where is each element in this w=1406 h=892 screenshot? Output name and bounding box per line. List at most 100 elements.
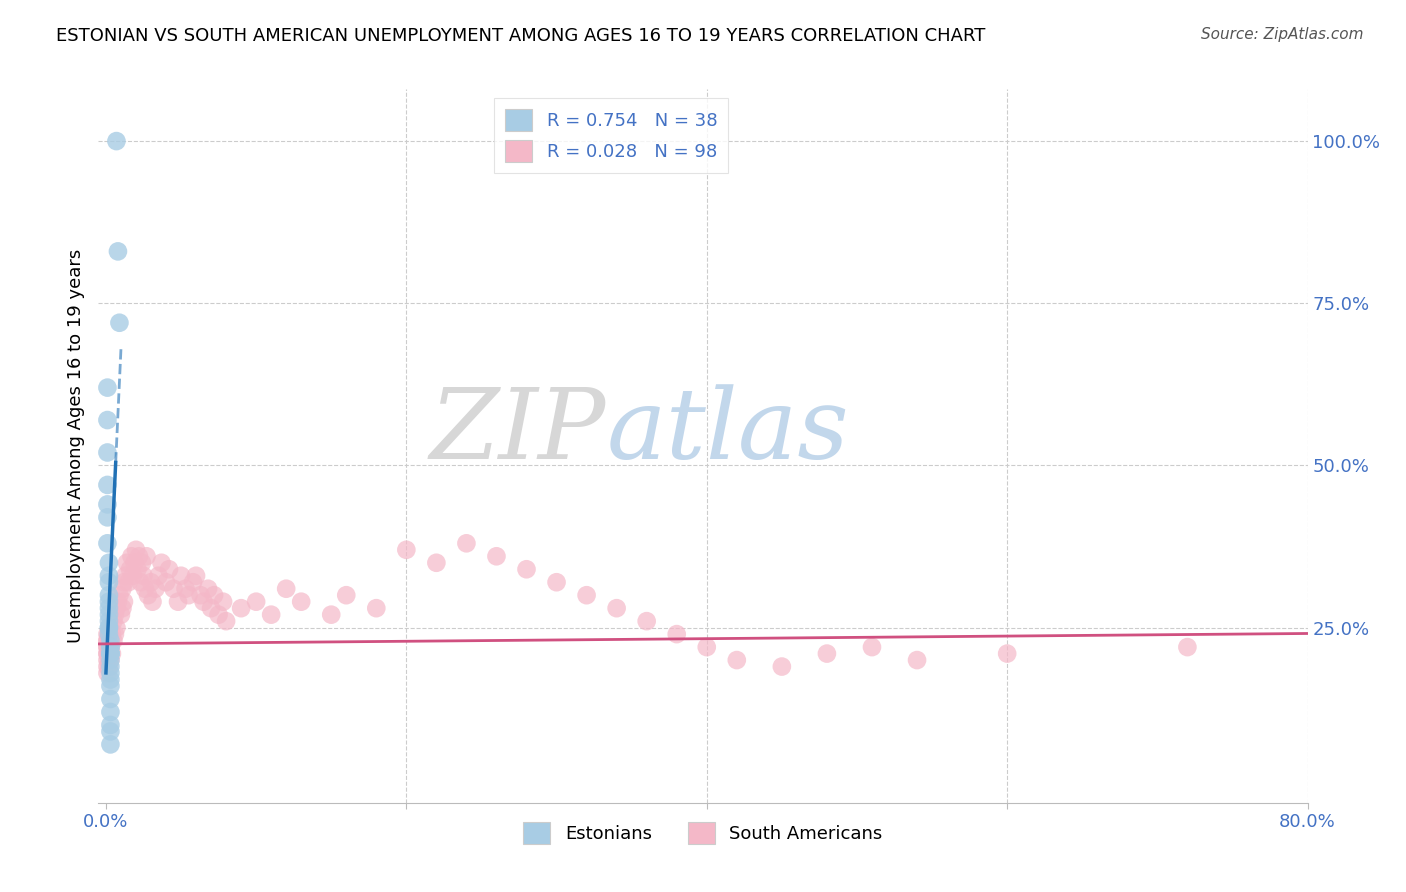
Point xyxy=(456,536,478,550)
Point xyxy=(132,568,155,582)
Point xyxy=(121,549,143,564)
Point xyxy=(197,582,219,596)
Text: ESTONIAN VS SOUTH AMERICAN UNEMPLOYMENT AMONG AGES 16 TO 19 YEARS CORRELATION CH: ESTONIAN VS SOUTH AMERICAN UNEMPLOYMENT … xyxy=(56,27,986,45)
Point xyxy=(395,542,418,557)
Point xyxy=(127,562,149,576)
Point xyxy=(193,595,215,609)
Point xyxy=(100,621,122,635)
Point xyxy=(105,621,128,635)
Point xyxy=(100,633,122,648)
Point xyxy=(96,445,118,459)
Point xyxy=(100,705,122,719)
Point xyxy=(145,582,167,596)
Point xyxy=(122,568,145,582)
Point xyxy=(575,588,598,602)
Point xyxy=(96,413,118,427)
Point xyxy=(96,640,118,654)
Point xyxy=(100,718,122,732)
Point xyxy=(97,627,120,641)
Point xyxy=(515,562,537,576)
Point xyxy=(167,595,190,609)
Y-axis label: Unemployment Among Ages 16 to 19 years: Unemployment Among Ages 16 to 19 years xyxy=(66,249,84,643)
Legend: Estonians, South Americans: Estonians, South Americans xyxy=(516,814,890,851)
Point xyxy=(100,673,122,687)
Point xyxy=(815,647,838,661)
Point xyxy=(860,640,883,654)
Point xyxy=(97,627,120,641)
Point xyxy=(96,647,118,661)
Point xyxy=(190,588,212,602)
Point xyxy=(770,659,793,673)
Point xyxy=(229,601,252,615)
Point xyxy=(97,621,120,635)
Point xyxy=(97,601,120,615)
Point xyxy=(97,659,120,673)
Point xyxy=(290,595,312,609)
Point xyxy=(215,614,238,628)
Point xyxy=(425,556,447,570)
Point xyxy=(100,640,122,654)
Point xyxy=(155,575,177,590)
Point xyxy=(100,659,122,673)
Point xyxy=(260,607,283,622)
Point xyxy=(245,595,267,609)
Point xyxy=(112,575,135,590)
Point xyxy=(96,633,118,648)
Point xyxy=(100,692,122,706)
Point xyxy=(366,601,388,615)
Point xyxy=(96,381,118,395)
Point xyxy=(665,627,688,641)
Point xyxy=(117,575,139,590)
Point xyxy=(174,582,197,596)
Point xyxy=(111,582,134,596)
Point xyxy=(207,607,229,622)
Point xyxy=(111,601,134,615)
Point xyxy=(96,510,118,524)
Point xyxy=(97,614,120,628)
Point xyxy=(136,588,159,602)
Point xyxy=(134,582,156,596)
Point xyxy=(97,556,120,570)
Point xyxy=(103,633,125,648)
Point xyxy=(1177,640,1199,654)
Point xyxy=(118,562,141,576)
Point xyxy=(696,640,718,654)
Point xyxy=(184,568,207,582)
Point xyxy=(97,633,120,648)
Point xyxy=(110,607,132,622)
Point xyxy=(96,647,118,661)
Point xyxy=(200,601,222,615)
Point xyxy=(162,582,184,596)
Point xyxy=(636,614,658,628)
Point xyxy=(100,653,122,667)
Point xyxy=(97,595,120,609)
Point xyxy=(725,653,748,667)
Point xyxy=(131,556,153,570)
Point xyxy=(97,621,120,635)
Point xyxy=(103,614,125,628)
Point xyxy=(181,575,204,590)
Point xyxy=(100,647,122,661)
Text: atlas: atlas xyxy=(606,384,849,479)
Point xyxy=(170,568,193,582)
Point xyxy=(114,568,136,582)
Point xyxy=(96,640,118,654)
Point xyxy=(104,607,127,622)
Point xyxy=(321,607,343,622)
Point xyxy=(96,627,118,641)
Point xyxy=(96,633,118,648)
Point xyxy=(100,666,122,681)
Point xyxy=(96,478,118,492)
Point xyxy=(105,134,128,148)
Point xyxy=(105,601,128,615)
Point xyxy=(177,588,200,602)
Point xyxy=(96,653,118,667)
Point xyxy=(108,588,131,602)
Point xyxy=(335,588,357,602)
Point xyxy=(606,601,628,615)
Point xyxy=(100,724,122,739)
Point xyxy=(107,244,129,259)
Point xyxy=(125,542,148,557)
Point xyxy=(101,627,124,641)
Point xyxy=(100,679,122,693)
